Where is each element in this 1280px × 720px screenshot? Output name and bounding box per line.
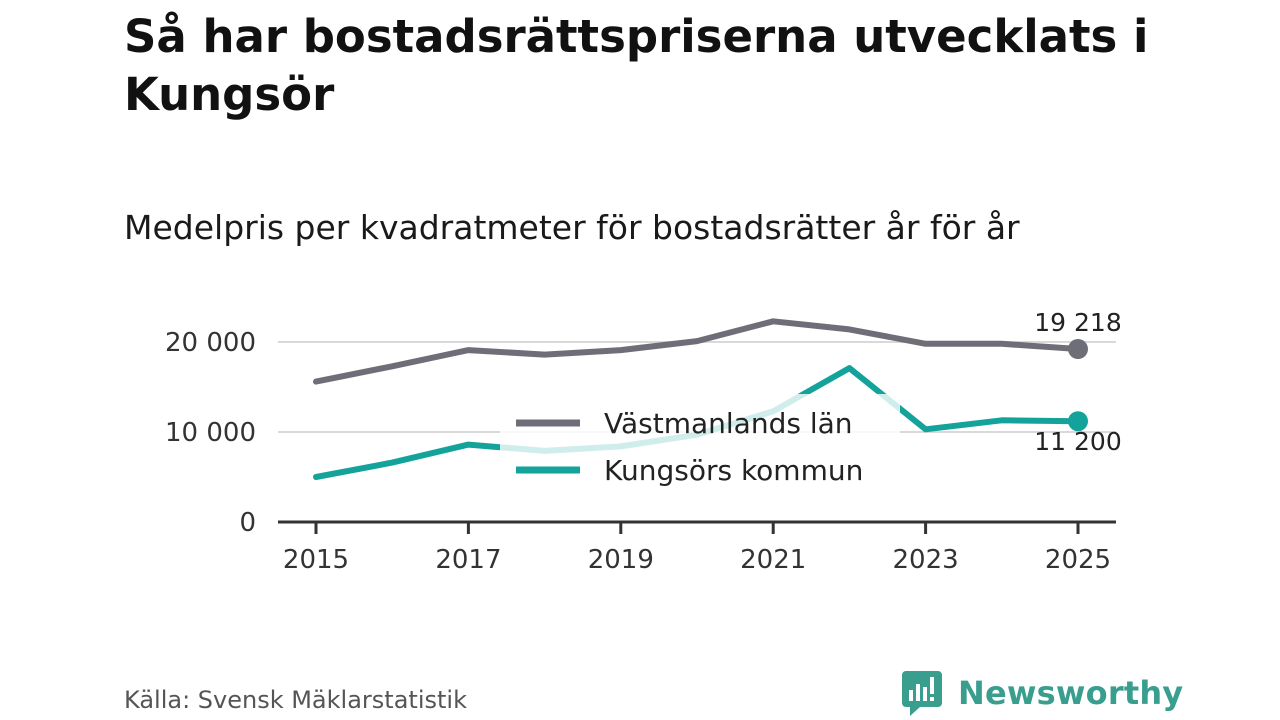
series-end-marker xyxy=(1068,339,1088,360)
end-value-label: 19 218 xyxy=(1034,308,1121,337)
newsworthy-logo-icon xyxy=(902,671,942,716)
chart-subtitle: Medelpris per kvadratmeter för bostadsrä… xyxy=(124,208,1020,247)
x-tick-label: 2019 xyxy=(588,545,654,575)
legend: Västmanlands län Kungsörs kommun xyxy=(500,394,900,498)
legend-label: Kungsörs kommun xyxy=(604,454,863,487)
legend-background xyxy=(500,394,900,498)
legend-label: Västmanlands län xyxy=(604,407,853,440)
brand[interactable]: Newsworthy xyxy=(902,668,1183,718)
y-tick-label: 20 000 xyxy=(165,328,256,358)
x-tick-label: 2017 xyxy=(435,545,501,575)
end-value-label: 11 200 xyxy=(1034,427,1121,456)
x-tick-label: 2025 xyxy=(1045,545,1111,575)
source-note: Källa: Svensk Mäklarstatistik xyxy=(124,686,467,714)
y-tick-label: 10 000 xyxy=(165,418,256,448)
chart-title: Så har bostadsrättspriserna utvecklats i… xyxy=(124,10,1149,121)
end-labels: 19 218 11 200 xyxy=(1034,308,1121,456)
x-tick-label: 2015 xyxy=(283,545,349,575)
axes: 0 10 000 20 000 2015 2017 2019 2021 2023 2025 xyxy=(165,328,1116,575)
y-tick-label: 0 xyxy=(239,508,256,538)
brand-name: Newsworthy xyxy=(958,674,1184,712)
series-end-marker xyxy=(1068,411,1088,432)
x-tick-label: 2021 xyxy=(740,545,806,575)
x-tick-label: 2023 xyxy=(893,545,959,575)
series-line xyxy=(313,318,1081,385)
